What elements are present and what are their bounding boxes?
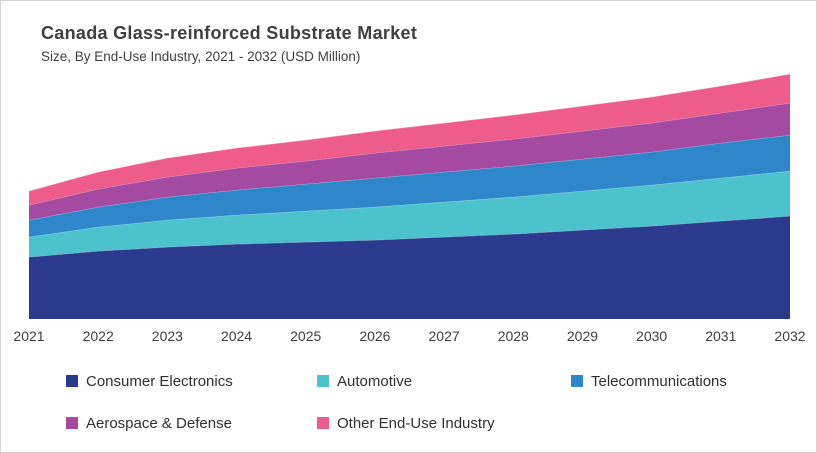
area-other-end-use-industry (29, 74, 790, 205)
legend-swatch-icon (317, 375, 329, 387)
x-axis-label-2027: 2027 (428, 328, 460, 344)
legend-label: Other End-Use Industry (337, 414, 495, 432)
legend-swatch-icon (66, 417, 78, 429)
area-telecommunications (29, 135, 790, 237)
legend-label: Automotive (337, 372, 413, 390)
chart-subtitle: Size, By End-Use Industry, 2021 - 2032 (… (41, 49, 361, 64)
x-axis-label-2021: 2021 (13, 328, 45, 344)
legend-item-consumer-electronics: Consumer Electronics (66, 372, 233, 390)
area-aerospace-defense (29, 103, 790, 220)
legend-swatch-icon (317, 417, 329, 429)
x-axis-label-2032: 2032 (774, 328, 806, 344)
legend-item-automotive: Automotive (317, 372, 413, 390)
legend-label: Aerospace & Defense (86, 414, 232, 432)
x-axis-label-2023: 2023 (151, 328, 183, 344)
legend-swatch-icon (66, 375, 78, 387)
x-axis-label-2031: 2031 (705, 328, 737, 344)
x-axis-label-2024: 2024 (220, 328, 253, 344)
area-automotive (29, 171, 790, 257)
area-consumer-electronics (29, 216, 790, 319)
x-axis-label-2030: 2030 (636, 328, 668, 344)
band-separator (28, 73, 791, 192)
legend-item-telecommunications: Telecommunications (571, 372, 727, 390)
legend-label: Consumer Electronics (86, 372, 233, 390)
legend-item-other-end-use-industry: Other End-Use Industry (317, 414, 495, 432)
x-axis-label-2028: 2028 (497, 328, 529, 344)
chart-title: Canada Glass-reinforced Substrate Market (41, 23, 418, 43)
legend-label: Telecommunications (591, 372, 727, 390)
x-axis-label-2022: 2022 (82, 328, 114, 344)
legend-item-aerospace-defense: Aerospace & Defense (66, 414, 232, 432)
legend-swatch-icon (571, 375, 583, 387)
x-axis-label-2029: 2029 (566, 328, 599, 344)
x-axis-label-2026: 2026 (359, 328, 391, 344)
x-axis-label-2025: 2025 (290, 328, 322, 344)
